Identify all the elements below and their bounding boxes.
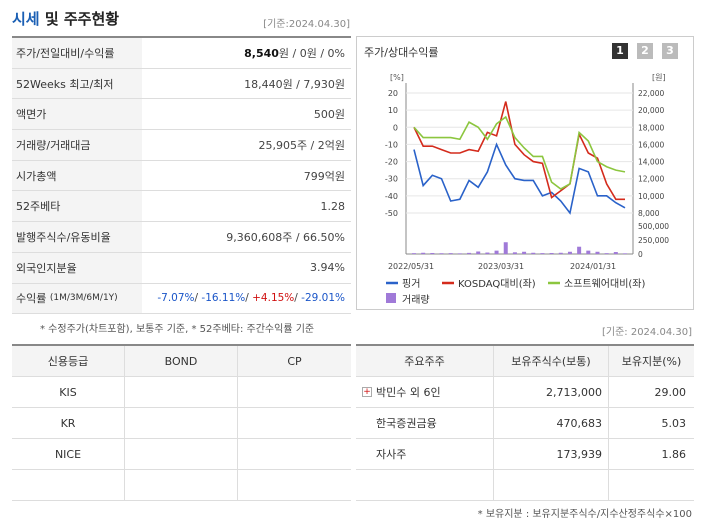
right-tick-label: 18,000 (638, 123, 664, 132)
right-tick-label: 14,000 (638, 158, 664, 167)
left-tick-label: -10 (385, 140, 398, 149)
left-tick-label: 0 (393, 123, 398, 132)
left-tick-label: 10 (388, 106, 398, 115)
plus-icon[interactable]: + (362, 387, 372, 397)
market-table: 주가/전일대비/수익률 8,540원 / 0원 / 0% 52Weeks 최고/… (12, 36, 351, 315)
chart-panel (356, 36, 694, 310)
kosdaq-line (413, 101, 625, 201)
left-tick-label: 20 (388, 89, 398, 98)
table-row: KR (12, 408, 351, 439)
volume-bar (467, 252, 472, 254)
left-tick-label: -30 (385, 175, 398, 184)
volume-bar (531, 252, 536, 254)
volume-tick-label: 250,000 (638, 236, 669, 245)
table-row: NICE (12, 439, 351, 470)
right-tick-label: 16,000 (638, 140, 664, 149)
volume-bar (494, 250, 499, 254)
volume-bar (558, 252, 563, 254)
left-tick-label: -20 (385, 158, 398, 167)
legend-kosdaq: KOSDAQ대비(좌) (458, 278, 536, 290)
volume-bar (613, 252, 618, 254)
table-row: + 박민수 외 6인 2,713,000 29.00 (356, 377, 694, 408)
right-tick-label: 20,000 (638, 106, 664, 115)
right-axis-unit: [원] (652, 73, 666, 82)
volume-bar (512, 252, 517, 254)
footnote: * 수정주가(차트포함), 보통주 기준, * 52주베타: 주간수익률 기준 (40, 324, 315, 335)
table-row: 외국인지분율 3.94% (12, 252, 351, 284)
table-row: KIS (12, 377, 351, 408)
volume-bar (439, 253, 444, 254)
chart-page-1-button[interactable]: 1 (612, 43, 628, 59)
table-row: 52주베타 1.28 (12, 191, 351, 223)
chart-page-2-button[interactable]: 2 (637, 43, 653, 59)
table-header: 신용등급 BOND CP (12, 346, 351, 377)
holders-table: 주요주주 보유주식수(보통) 보유지분(%) + 박민수 외 6인 2,713,0… (356, 344, 694, 501)
table-row (356, 470, 694, 501)
returns-row: 수익률 (1M/3M/6M/1Y) -7.07%/ -16.11%/ +4.15… (12, 283, 351, 315)
right-tick-label: 22,000 (638, 89, 664, 98)
price-line (413, 142, 626, 215)
table-row: 거래량/거래대금 25,905주 / 2억원 (12, 130, 351, 161)
volume-bar (421, 252, 426, 254)
table-row: 주가/전일대비/수익률 8,540원 / 0원 / 0% (12, 38, 351, 69)
legend-volume: 거래량 (402, 294, 430, 306)
software-line (413, 115, 626, 190)
volume-bar (577, 246, 582, 254)
volume-tick-label: 500,000 (638, 222, 669, 231)
volume-bar (522, 251, 527, 254)
holder-expand[interactable]: + 박민수 외 6인 (356, 377, 494, 407)
x-tick-label: 2022/05/31 (388, 262, 434, 271)
right-tick-label: 10,000 (638, 192, 664, 201)
section-title: 시세 및 주주현황 (12, 10, 120, 28)
volume-bar (623, 253, 627, 254)
table-row (12, 470, 351, 501)
legend-software: 소프트웨어대비(좌) (564, 278, 646, 290)
volume-bar (485, 252, 490, 254)
chart-page-3-button[interactable]: 3 (662, 43, 678, 59)
volume-bar (457, 253, 462, 254)
x-tick-label: 2023/03/31 (478, 262, 524, 271)
volume-bar (412, 253, 416, 254)
table-row: 자사주 173,939 1.86 (356, 439, 694, 470)
table-row: 52Weeks 최고/최저 18,440원 / 7,930원 (12, 68, 351, 100)
table-row: 시가총액 799억원 (12, 160, 351, 192)
right-tick-label: 12,000 (638, 175, 664, 184)
table-header: 주요주주 보유주식수(보통) 보유지분(%) (356, 346, 694, 377)
volume-bar (430, 252, 435, 254)
volume-bar (604, 253, 609, 254)
price-chart: [%] [원] 20 10 0 -10 -20 -30 -40 -50 22,000 20,000 18… (385, 73, 669, 306)
volume-bar (540, 253, 545, 254)
x-tick-label: 2024/01/31 (570, 262, 616, 271)
volume-bar (448, 253, 453, 254)
volume-bar (549, 252, 554, 254)
table-row: 한국증권금융 470,683 5.03 (356, 408, 694, 439)
footnote-holders: * 보유지분 : 보유지분주식수/지수산정주식수×100 (477, 509, 692, 520)
left-tick-label: -50 (385, 209, 398, 218)
credit-table: 신용등급 BOND CP KIS KR NICE (12, 344, 351, 501)
volume-bar (476, 251, 481, 254)
left-tick-label: -40 (385, 192, 398, 201)
legend-price: 핑거 (402, 278, 420, 290)
table-row: 발행주식수/유동비율 9,360,608주 / 66.50% (12, 222, 351, 253)
volume-bar (595, 251, 600, 254)
volume-bar (503, 242, 508, 254)
table-row: 액면가 500원 (12, 99, 351, 131)
right-tick-label: 8,000 (638, 209, 660, 218)
volume-bar (586, 250, 591, 254)
legend-volume-swatch (386, 293, 396, 303)
left-axis-unit: [%] (390, 73, 404, 82)
chart-title: 주가/상대수익률 (364, 46, 439, 59)
volume-tick-label: 0 (638, 250, 643, 259)
volume-bar (567, 251, 572, 254)
holders-date: [기준: 2024.04.30] (601, 327, 692, 338)
base-date: [기준:2024.04.30] (263, 19, 350, 30)
